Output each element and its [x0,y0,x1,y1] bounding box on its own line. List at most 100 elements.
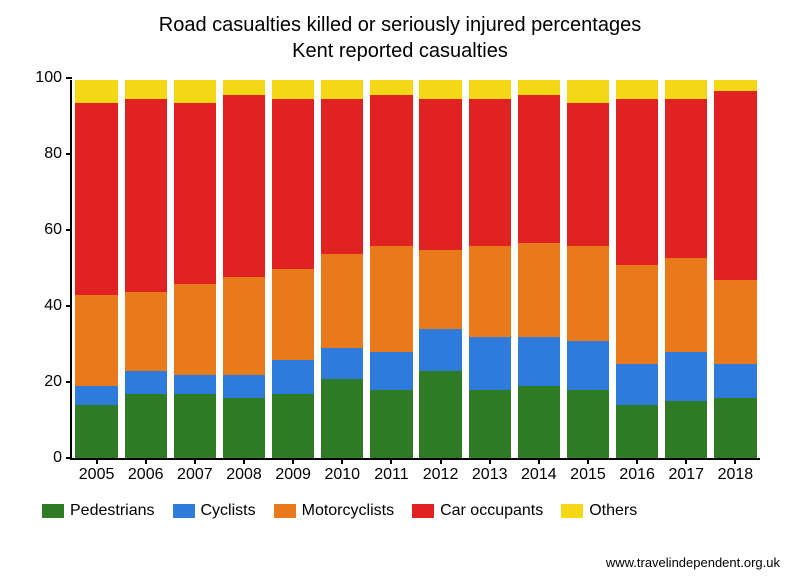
bar-segment [419,250,461,329]
bar-segment [75,405,117,458]
bar-segment [567,246,609,341]
bar-segment [370,80,412,95]
bar-segment [125,99,167,292]
bar-segment [272,360,314,394]
bar-slot: 2012 [416,80,465,458]
bar-segment [665,258,707,353]
legend-swatch [274,504,296,518]
stacked-bar [370,80,412,458]
bar-segment [616,265,658,363]
x-tick-label: 2009 [275,458,311,484]
legend: Pedestrians Cyclists Motorcyclists Car occu… [42,502,637,520]
legend-item: Cyclists [173,502,256,520]
bar-segment [75,80,117,103]
y-tick-mark [66,153,72,155]
bar-slot: 2010 [318,80,367,458]
bar-segment [518,243,560,338]
legend-label: Pedestrians [70,502,155,520]
bar-segment [370,246,412,352]
legend-swatch [561,504,583,518]
bar-segment [518,95,560,242]
title-line-1: Road casualties killed or seriously inju… [0,12,800,38]
x-tick-label: 2012 [423,458,459,484]
y-tick-mark [66,229,72,231]
legend-item: Car occupants [412,502,543,520]
legend-label: Cyclists [201,502,256,520]
bar-segment [518,386,560,458]
bar-segment [567,341,609,390]
x-tick-label: 2014 [521,458,557,484]
bar-segment [75,295,117,386]
bars-group: 2005200620072008200920102011201220132014… [72,80,760,458]
bar-segment [567,103,609,247]
stacked-bar [616,80,658,458]
bar-segment [616,405,658,458]
bar-segment [714,280,756,363]
bar-segment [419,371,461,458]
x-tick-label: 2016 [619,458,655,484]
legend-label: Motorcyclists [302,502,394,520]
bar-slot: 2006 [121,80,170,458]
legend-item: Others [561,502,637,520]
bar-segment [174,394,216,458]
bar-segment [370,352,412,390]
bar-segment [616,80,658,99]
bar-segment [223,95,265,276]
bar-segment [567,390,609,458]
x-tick-label: 2015 [570,458,606,484]
bar-segment [469,80,511,99]
bar-slot: 2018 [711,80,760,458]
bar-segment [321,348,363,378]
bar-segment [469,99,511,246]
legend-label: Car occupants [440,502,543,520]
bar-segment [223,277,265,375]
stacked-bar [665,80,707,458]
bar-segment [125,394,167,458]
stacked-bar [567,80,609,458]
bar-segment [321,80,363,99]
bar-slot: 2016 [613,80,662,458]
bar-segment [370,95,412,246]
x-tick-label: 2007 [177,458,213,484]
bar-segment [174,103,216,284]
bar-segment [321,254,363,349]
bar-segment [125,80,167,99]
bar-slot: 2008 [219,80,268,458]
bar-segment [469,246,511,337]
stacked-bar [272,80,314,458]
x-tick-label: 2005 [79,458,115,484]
legend-swatch [412,504,434,518]
bar-segment [714,80,756,91]
footer-credit: www.travelindependent.org.uk [606,555,780,570]
bar-segment [419,80,461,99]
stacked-bar [419,80,461,458]
plot-area: 2005200620072008200920102011201220132014… [70,80,760,460]
stacked-bar [714,80,756,458]
footer-text: www.travelindependent.org.uk [606,555,780,570]
bar-segment [518,337,560,386]
bar-segment [665,80,707,99]
bar-segment [272,99,314,269]
stacked-bar [518,80,560,458]
bar-segment [665,99,707,258]
bar-segment [272,80,314,99]
x-tick-label: 2013 [472,458,508,484]
y-tick-mark [66,457,72,459]
bar-segment [714,364,756,398]
bar-slot: 2014 [514,80,563,458]
bar-segment [518,80,560,95]
chart-container: Road casualties killed or seriously inju… [0,0,800,580]
bar-segment [272,269,314,360]
stacked-bar [469,80,511,458]
bar-segment [223,375,265,398]
stacked-bar [75,80,117,458]
bar-segment [272,394,314,458]
bar-segment [174,284,216,375]
stacked-bar [125,80,167,458]
bar-slot: 2011 [367,80,416,458]
bar-segment [714,91,756,280]
bar-segment [665,352,707,401]
bar-segment [714,398,756,458]
bar-segment [75,103,117,296]
bar-segment [125,371,167,394]
